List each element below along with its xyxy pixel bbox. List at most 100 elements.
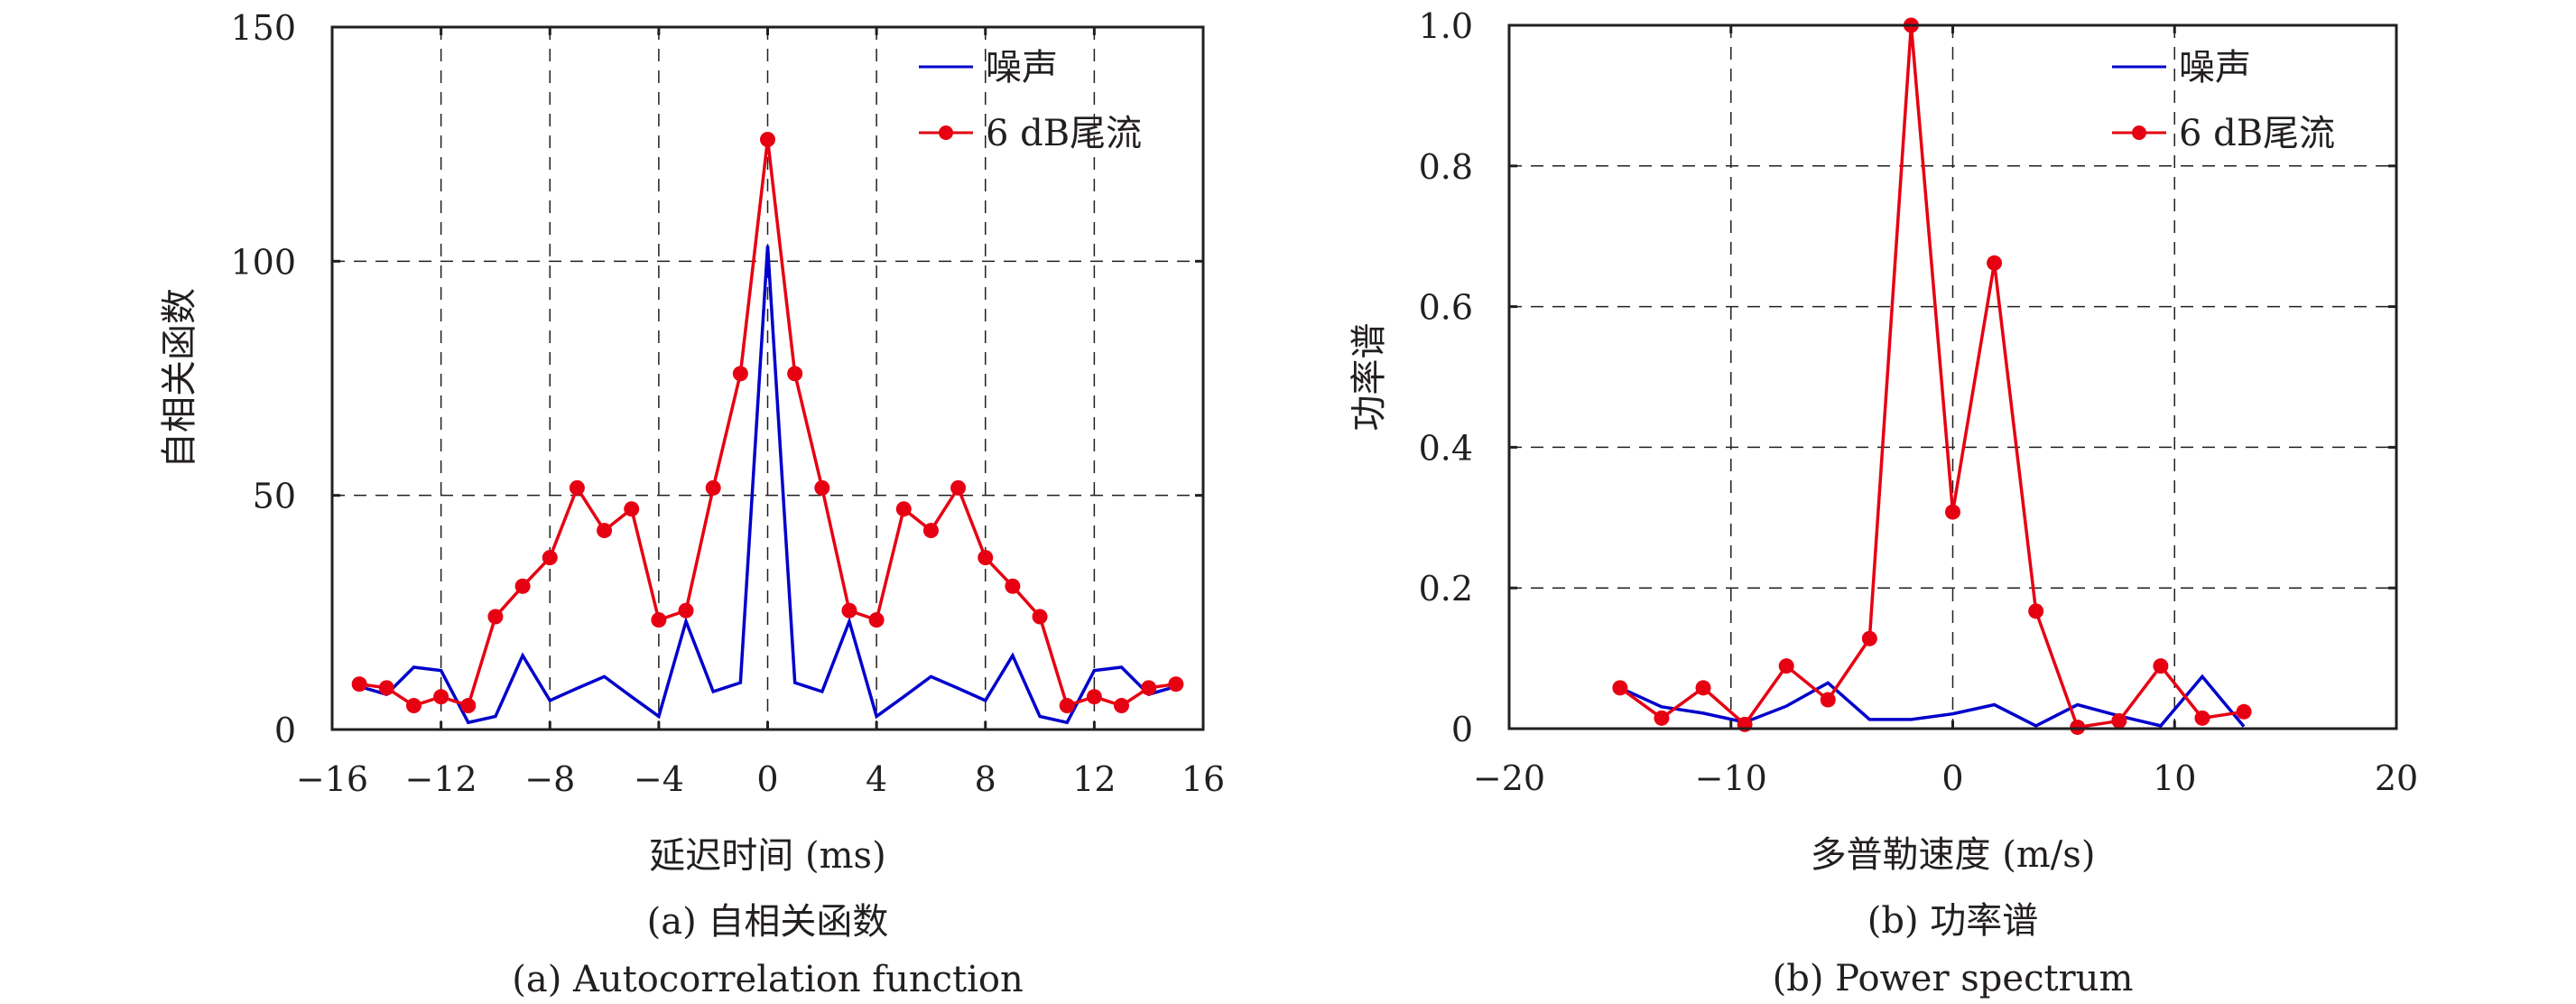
x-tick-label: −16 bbox=[296, 759, 368, 799]
data-point-wake bbox=[978, 550, 994, 566]
y-tick-label: 0.4 bbox=[1419, 428, 1473, 468]
data-point-wake bbox=[1005, 578, 1021, 594]
panel-power-spectrum: −20 −10 0 10 20 0 0.2 0.4 0.6 0.8 1.0 多普勒速度 (m/s)… bbox=[1348, 6, 2418, 999]
x-tick-label: 8 bbox=[975, 759, 996, 799]
series-line-wake bbox=[1618, 24, 2245, 730]
legend-label-noise: 噪声 bbox=[986, 47, 1058, 88]
data-point-wake bbox=[787, 366, 803, 382]
data-point-wake bbox=[569, 479, 585, 496]
data-point-wake bbox=[841, 602, 857, 618]
y-axis-label-power-spectrum: 功率谱 bbox=[1348, 323, 1390, 432]
x-tick-label: −10 bbox=[1695, 758, 1767, 798]
data-point-wake bbox=[1654, 710, 1670, 726]
y-axis-label-autocorrelation: 自相关函数 bbox=[159, 288, 200, 469]
data-point-wake bbox=[2028, 603, 2044, 619]
y-tick-label: 0.6 bbox=[1419, 288, 1473, 328]
data-point-wake bbox=[1032, 609, 1048, 625]
data-point-wake bbox=[732, 366, 748, 382]
data-point-wake bbox=[1945, 504, 1960, 520]
data-point-wake bbox=[514, 578, 531, 594]
data-point-wake bbox=[1861, 630, 1877, 646]
y-tick-labels-autocorrelation: 0 50 100 150 bbox=[230, 8, 296, 750]
x-tick-label: −4 bbox=[634, 759, 684, 799]
series-line-noise bbox=[1619, 674, 2246, 728]
series-layer-power-spectrum bbox=[1612, 17, 2252, 735]
data-point-wake bbox=[868, 612, 885, 628]
x-tick-label: −12 bbox=[405, 759, 477, 799]
legend-power-spectrum: 噪声 6 dB尾流 bbox=[2112, 47, 2335, 154]
data-point-wake bbox=[597, 523, 613, 539]
x-tick-label: 10 bbox=[2153, 758, 2196, 798]
y-tick-label: 0 bbox=[1451, 710, 1473, 749]
legend-label-wake: 6 dB尾流 bbox=[986, 113, 1142, 154]
data-point-wake bbox=[1141, 680, 1157, 696]
ticks-power-spectrum bbox=[1507, 23, 2398, 730]
y-tick-labels-power-spectrum: 0 0.2 0.4 0.6 0.8 1.0 bbox=[1419, 6, 1473, 749]
caption-en-autocorrelation: (a) Autocorrelation function bbox=[512, 959, 1023, 1000]
data-point-wake bbox=[1820, 692, 1836, 708]
data-point-wake bbox=[460, 698, 477, 714]
legend-label-wake: 6 dB尾流 bbox=[2179, 113, 2335, 154]
y-tick-label: 0.8 bbox=[1419, 147, 1473, 187]
caption-cn-autocorrelation: (a) 自相关函数 bbox=[647, 901, 889, 943]
data-point-wake bbox=[1612, 680, 1628, 696]
data-point-wake bbox=[487, 609, 504, 625]
y-tick-label: 0.2 bbox=[1419, 569, 1473, 609]
data-point-wake bbox=[2070, 719, 2086, 735]
x-tick-label: −20 bbox=[1473, 758, 1545, 798]
data-point-wake bbox=[1114, 698, 1130, 714]
x-axis-label-power-spectrum: 多普勒速度 (m/s) bbox=[1811, 834, 2096, 876]
x-tick-labels-power-spectrum: −20 −10 0 10 20 bbox=[1473, 758, 2418, 798]
data-point-wake bbox=[1059, 698, 1075, 714]
data-point-wake bbox=[2194, 710, 2210, 726]
data-point-wake bbox=[542, 550, 558, 566]
data-point-wake bbox=[433, 689, 449, 705]
legend-marker-wake bbox=[2132, 126, 2146, 140]
x-tick-label: 0 bbox=[1941, 758, 1963, 798]
legend-autocorrelation: 噪声 6 dB尾流 bbox=[919, 47, 1142, 154]
x-tick-labels-autocorrelation: −16 −12 −8 −4 0 4 8 12 16 bbox=[296, 759, 1225, 799]
data-point-wake bbox=[2153, 658, 2169, 674]
data-point-wake bbox=[378, 680, 394, 696]
series-line-noise bbox=[358, 246, 1177, 725]
legend-label-noise: 噪声 bbox=[2179, 47, 2251, 88]
data-point-wake bbox=[1086, 689, 1102, 705]
x-tick-label: 20 bbox=[2375, 758, 2418, 798]
caption-cn-power-spectrum: (b) 功率谱 bbox=[1867, 900, 2039, 942]
data-point-wake bbox=[760, 131, 775, 147]
y-tick-label: 150 bbox=[230, 8, 296, 48]
data-point-wake bbox=[1987, 255, 2003, 271]
data-point-wake bbox=[1778, 658, 1794, 674]
data-point-wake bbox=[950, 479, 967, 496]
data-point-wake bbox=[351, 676, 367, 693]
legend-marker-wake bbox=[939, 126, 953, 140]
y-tick-label: 0 bbox=[274, 711, 296, 750]
data-point-wake bbox=[705, 479, 721, 496]
data-point-wake bbox=[624, 501, 640, 517]
data-point-wake bbox=[895, 501, 912, 517]
data-point-wake bbox=[1168, 676, 1184, 693]
x-axis-label-autocorrelation: 延迟时间 (ms) bbox=[649, 835, 885, 877]
caption-en-power-spectrum: (b) Power spectrum bbox=[1773, 958, 2134, 999]
data-point-wake bbox=[814, 479, 830, 496]
x-tick-label: 16 bbox=[1181, 759, 1225, 799]
data-point-wake bbox=[651, 612, 667, 628]
data-point-wake bbox=[922, 523, 939, 539]
data-point-wake bbox=[2236, 703, 2252, 720]
x-tick-label: 0 bbox=[756, 759, 778, 799]
x-tick-label: 4 bbox=[866, 759, 887, 799]
data-point-wake bbox=[405, 698, 422, 714]
grid-power-spectrum bbox=[1509, 25, 2396, 729]
series-layer-autocorrelation bbox=[351, 131, 1184, 725]
data-point-wake bbox=[678, 602, 694, 618]
data-point-wake bbox=[2111, 712, 2127, 729]
y-tick-label: 100 bbox=[230, 242, 296, 282]
y-tick-label: 50 bbox=[253, 477, 296, 516]
ticks-autocorrelation bbox=[330, 25, 1205, 731]
data-point-wake bbox=[1695, 680, 1711, 696]
panel-autocorrelation: −16 −12 −8 −4 0 4 8 12 16 0 50 100 150 延迟时间 (ms) 自相… bbox=[159, 8, 1225, 1000]
x-tick-label: 12 bbox=[1072, 759, 1116, 799]
x-tick-label: −8 bbox=[524, 759, 575, 799]
y-tick-label: 1.0 bbox=[1419, 6, 1473, 46]
